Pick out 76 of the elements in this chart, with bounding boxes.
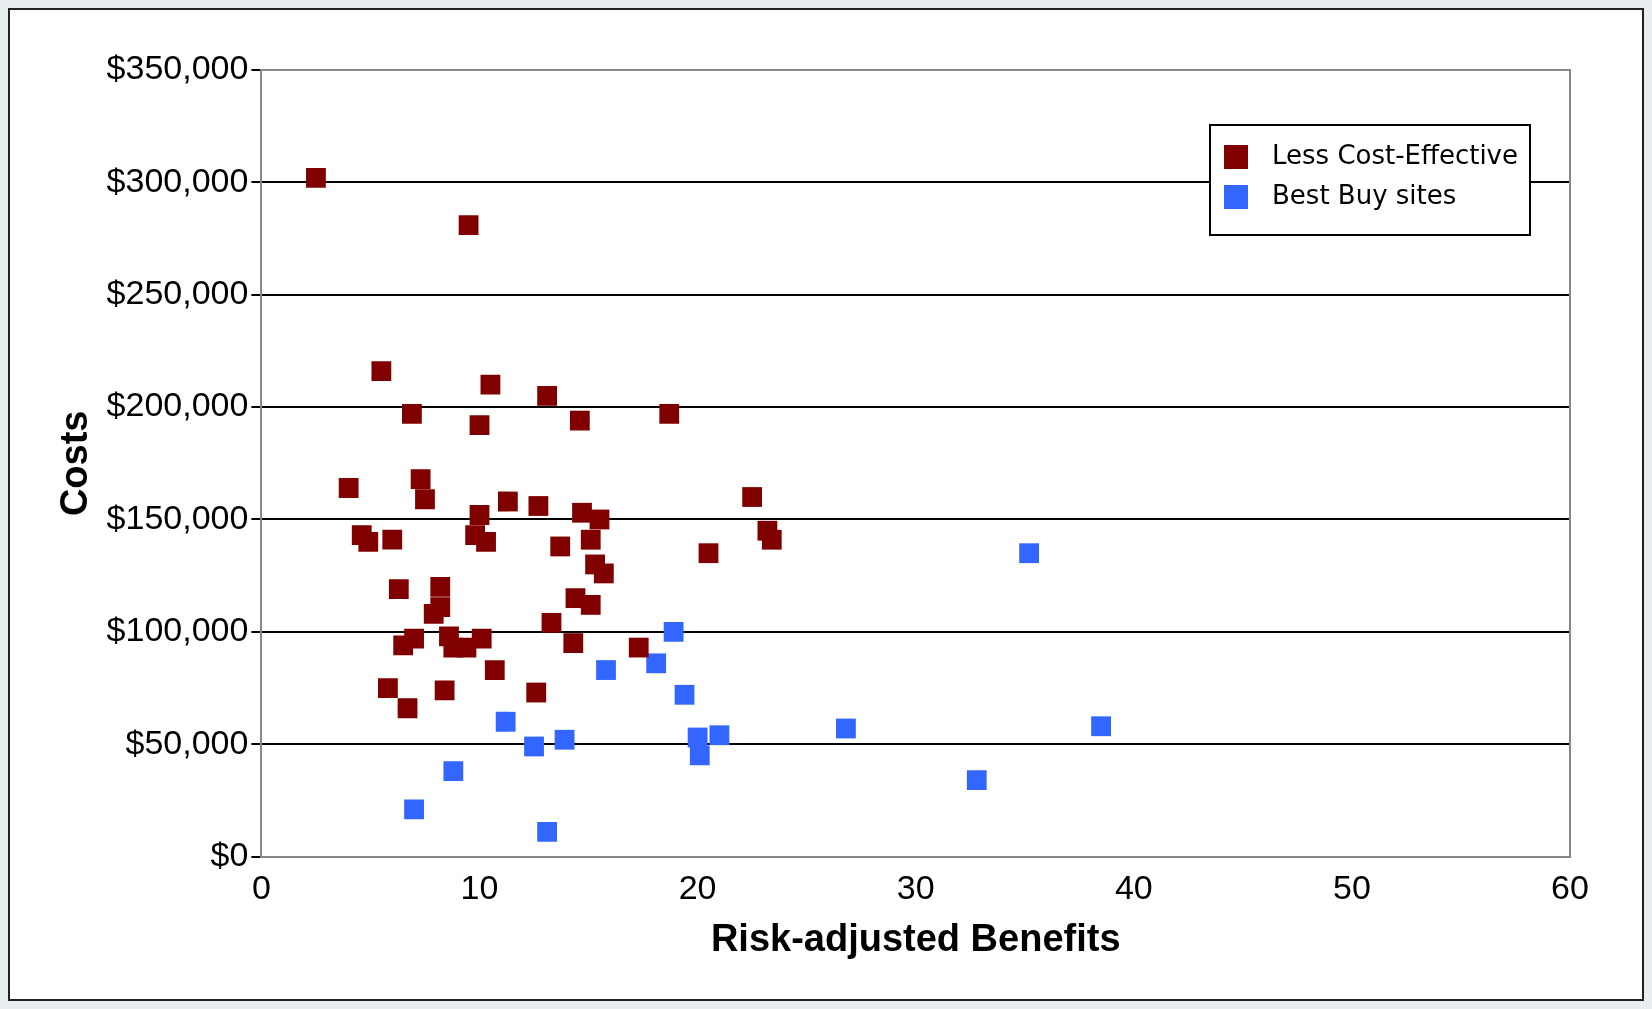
point bbox=[404, 628, 424, 649]
point bbox=[628, 637, 649, 658]
x-tick-label: 40 bbox=[1114, 868, 1153, 907]
point bbox=[484, 660, 505, 680]
y-axis-title: Costs bbox=[53, 410, 96, 517]
point bbox=[596, 660, 616, 680]
y-tick-label: $50,000 bbox=[125, 722, 249, 761]
y-tick-label: $150,000 bbox=[106, 497, 249, 536]
point bbox=[1019, 543, 1040, 564]
point bbox=[471, 628, 492, 649]
point bbox=[646, 653, 667, 674]
point bbox=[388, 579, 409, 600]
point bbox=[580, 594, 601, 615]
point bbox=[404, 799, 424, 820]
y-tick-label: $250,000 bbox=[106, 273, 249, 312]
y-tick-label: $200,000 bbox=[106, 385, 249, 424]
point bbox=[528, 496, 549, 516]
point bbox=[589, 509, 610, 530]
point bbox=[358, 532, 379, 552]
point bbox=[663, 621, 684, 642]
point bbox=[402, 403, 422, 424]
point bbox=[415, 489, 435, 510]
point bbox=[378, 678, 398, 698]
point bbox=[689, 745, 710, 766]
point bbox=[338, 478, 359, 498]
point bbox=[541, 612, 562, 633]
x-tick-label: 10 bbox=[460, 868, 499, 907]
point bbox=[698, 543, 719, 564]
point bbox=[476, 532, 496, 552]
point bbox=[497, 491, 518, 512]
point bbox=[580, 529, 601, 550]
point bbox=[1091, 716, 1111, 737]
point bbox=[836, 718, 856, 739]
point bbox=[537, 385, 558, 406]
point bbox=[550, 536, 571, 557]
x-tick-label: 30 bbox=[896, 868, 935, 907]
point bbox=[480, 374, 501, 395]
legend-label: Best Buy sites bbox=[1272, 179, 1457, 210]
x-tick-label: 20 bbox=[678, 868, 717, 907]
point bbox=[569, 410, 590, 431]
y-tick-label: $350,000 bbox=[106, 48, 249, 87]
x-tick-label: 60 bbox=[1551, 868, 1589, 907]
x-axis-title: Risk-adjusted Benefits bbox=[710, 916, 1121, 959]
point bbox=[709, 725, 730, 746]
point bbox=[687, 727, 708, 748]
point bbox=[524, 736, 544, 757]
point bbox=[495, 711, 516, 732]
y-tick-label: $300,000 bbox=[106, 160, 249, 199]
point bbox=[554, 729, 575, 750]
point bbox=[659, 403, 680, 424]
x-tick-label: 50 bbox=[1332, 868, 1371, 907]
point bbox=[469, 415, 490, 435]
point bbox=[434, 680, 455, 701]
point bbox=[674, 684, 695, 705]
point bbox=[443, 761, 464, 782]
point bbox=[469, 505, 490, 525]
point bbox=[526, 682, 547, 703]
x-tick-label: 0 bbox=[251, 868, 271, 907]
point bbox=[742, 487, 763, 507]
point bbox=[593, 563, 614, 584]
point bbox=[572, 502, 592, 523]
point bbox=[371, 361, 392, 382]
point bbox=[966, 770, 987, 791]
point bbox=[382, 529, 403, 550]
point bbox=[563, 633, 584, 653]
y-tick-label: $0 bbox=[210, 834, 249, 873]
point bbox=[458, 215, 479, 235]
legend-label: Less Cost-Effective bbox=[1272, 139, 1518, 170]
point bbox=[537, 821, 558, 842]
y-tick-label: $100,000 bbox=[106, 610, 249, 649]
point bbox=[423, 603, 444, 624]
point bbox=[306, 167, 326, 188]
point bbox=[761, 529, 782, 550]
point bbox=[430, 577, 451, 597]
point bbox=[397, 698, 418, 719]
point bbox=[410, 469, 431, 489]
